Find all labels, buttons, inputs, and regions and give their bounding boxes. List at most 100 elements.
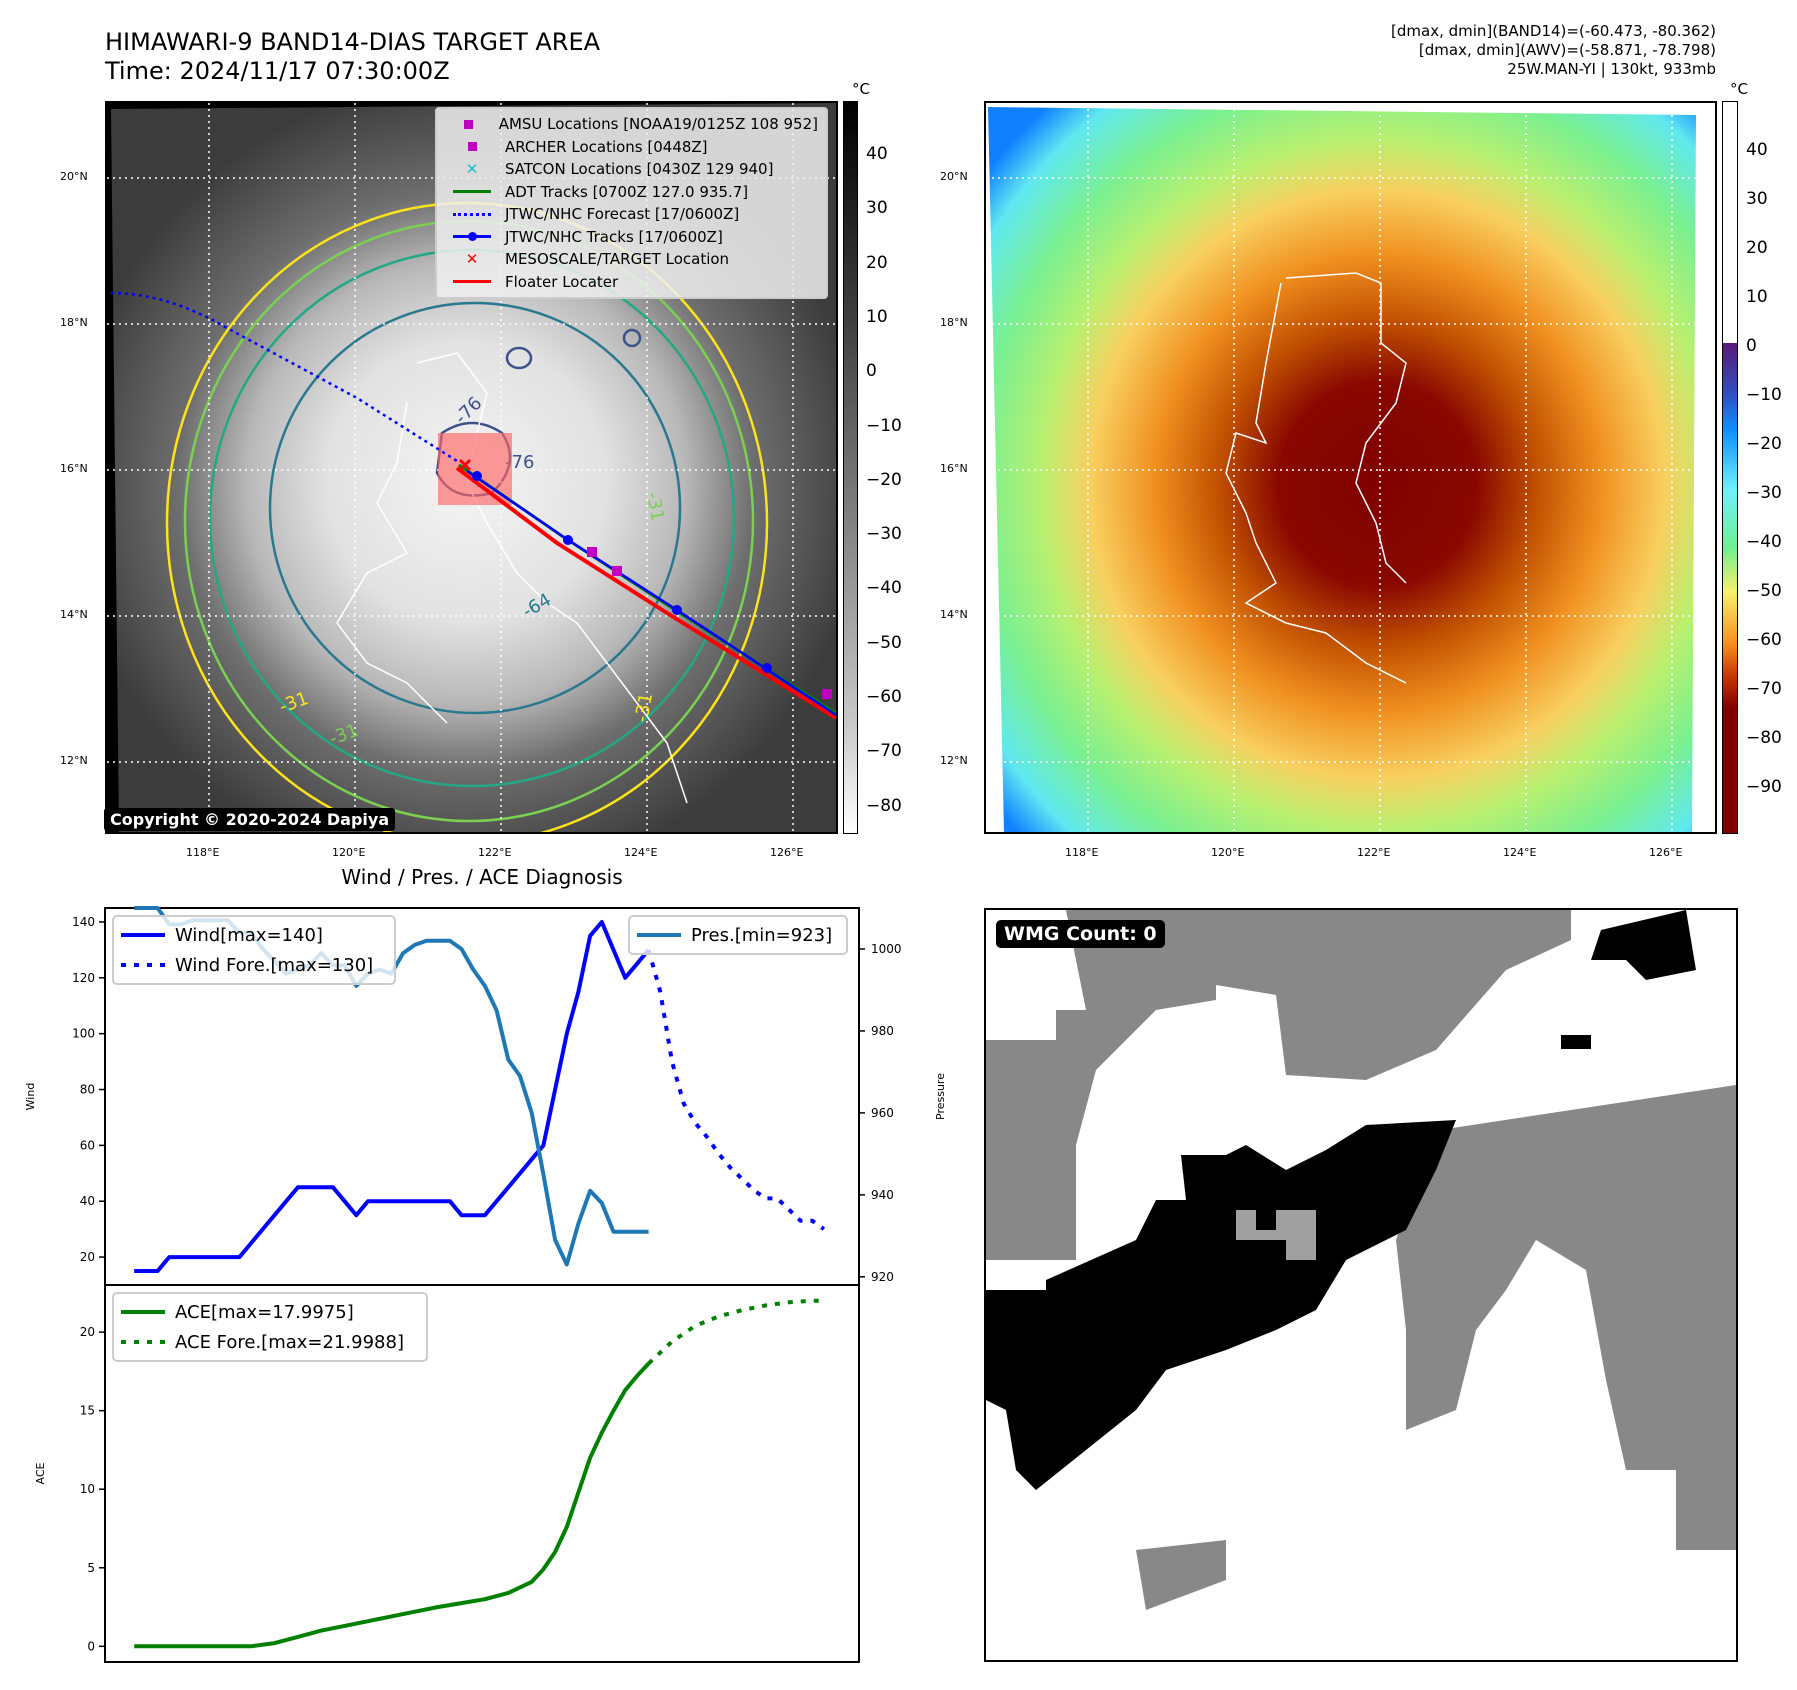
lon-label: 122°E [478,846,512,859]
lon-label: 126°E [770,846,804,859]
wmg-light-region [1236,1210,1316,1260]
awv-colorbar [1722,101,1738,834]
colorbar-tick-label: 20 [866,252,888,273]
y-tick-label: 20 [80,1325,95,1339]
series-line-ace [134,1362,651,1649]
legend-label: ACE Fore.[max=21.9988] [175,1332,404,1353]
lat-label: 16°N [60,462,88,475]
grayscale-colorbar [843,101,858,834]
colorbar-tick-label: −90 [1746,777,1782,797]
y-right-tick-label: 920 [871,1270,894,1284]
colorbar-tick-label: 0 [866,361,877,382]
colorbar-tick-label: −50 [1746,581,1782,601]
colorbar-tick-label: −10 [866,415,902,436]
copyright-label: Copyright © 2020-2024 Dapiya [104,808,396,831]
colorbar-tick-label: 40 [866,144,888,164]
colorbar-tick-label: −30 [866,524,902,545]
colorbar-tick-label: −70 [866,741,902,762]
colorbar-tick-label: −20 [1746,434,1782,454]
contour-label: -31 [631,691,657,724]
legend-label: ACE[max=17.9975] [175,1302,354,1323]
legend-item-amsu: AMSU Locations [NOAA19/0125Z 108 952] [445,113,818,136]
awv-map-panel[interactable] [984,101,1717,834]
legend-item-adt: ADT Tracks [0700Z 127.0 935.7] [445,181,818,204]
legend-item-satcon: ✕ SATCON Locations [0430Z 129 940] [465,160,774,179]
legend-item-jtwc-tracks: JTWC/NHC Tracks [17/0600Z] [445,226,818,249]
y-tick-label: 15 [80,1404,95,1418]
contour-label: -76 [505,452,534,473]
y-tick-label: 100 [72,1027,95,1041]
wmg-panel[interactable] [984,908,1738,1662]
info-line-storm: 25W.MAN-YI | 130kt, 933mb [1507,60,1716,78]
colorbar-tick-label: −40 [1746,532,1782,552]
y-tick-label: 120 [72,971,95,985]
lon-label: 118°E [1065,846,1099,859]
y-right-tick-label: 960 [871,1106,894,1120]
target-location-marker [458,458,472,472]
lat-label: 18°N [940,316,968,329]
floater-track [455,466,836,720]
chart-legend [112,1292,428,1362]
jtwc-track-points [472,471,772,673]
colorbar-tick-label: −60 [866,687,902,707]
colorbar-tick-label: 30 [1746,189,1768,209]
info-block: [dmax, dmin](BAND14)=(-60.473, -80.362) … [1391,22,1716,79]
graticule [986,103,1715,832]
y-right-tick-label: 1000 [871,942,902,956]
legend-item-floater: Floater Locater [445,271,818,294]
lat-label: 12°N [60,754,88,767]
legend-item-jtwc-forecast: JTWC/NHC Forecast [17/0600Z] [445,203,818,226]
figure-time: Time: 2024/11/17 07:30:00Z [105,57,450,85]
lon-label: 124°E [624,846,658,859]
legend-item-mesoscale: ✕ MESOSCALE/TARGET Location [465,250,730,269]
colorbar-tick-label: −30 [1746,483,1782,503]
colorbar-tick-label: −10 [1746,385,1782,405]
lat-label: 20°N [60,170,88,183]
lon-label: 126°E [1649,846,1683,859]
jtwc-track [466,469,836,717]
lon-label: 124°E [1503,846,1537,859]
y-tick-label: 60 [80,1138,95,1152]
lon-label: 122°E [1357,846,1391,859]
legend-label: Wind Fore.[max=130] [175,955,373,976]
figure-title: HIMAWARI-9 BAND14-DIAS TARGET AREA [105,28,601,56]
colorbar-tick-label: 40 [1746,140,1768,160]
colorbar-unit: °C [852,80,870,98]
lat-label: 14°N [940,608,968,621]
contour-label: -31 [642,490,668,523]
lon-label: 118°E [186,846,220,859]
colorbar-tick-label: −80 [1746,728,1782,748]
map-legend: AMSU Locations [NOAA19/0125Z 108 952] AR… [435,107,828,299]
lon-label: 120°E [1211,846,1245,859]
info-line-awv: [dmax, dmin](AWV)=(-58.871, -78.798) [1418,41,1716,59]
wmg-gray-regions [986,910,1736,1610]
y-right-tick-label: 980 [871,1024,894,1038]
lon-label: 120°E [332,846,366,859]
y-tick-label: 140 [72,915,95,929]
wmg-count-label: WMG Count: 0 [996,920,1165,948]
colorbar-tick-label: 30 [866,198,888,219]
legend-label: Pres.[min=923] [691,925,832,946]
wmg-image [986,910,1736,1610]
lat-label: 20°N [940,170,968,183]
lat-label: 18°N [60,316,88,329]
lat-label: 14°N [60,608,88,621]
y-tick-label: 80 [80,1083,95,1097]
series-line-wind-fore- [646,949,826,1231]
lat-label: 16°N [940,462,968,475]
series-line-wind [134,920,651,1273]
chart-title: Wind / Pres. / ACE Diagnosis [341,865,623,889]
awv-map-image [986,103,1715,832]
y-tick-label: 20 [80,1250,95,1264]
series-line-ace-fore- [647,1298,824,1365]
ace-axes-frame [104,1284,860,1663]
chart-legend [112,915,396,985]
coastline [416,352,688,804]
colorbar-tick-label: 10 [866,306,888,327]
y-right-axis-label: Pressure [934,1073,947,1120]
legend-label: Wind[max=140] [175,925,323,946]
colorbar-tick-label: 20 [1746,238,1768,258]
colorbar-tick-label: 0 [1746,336,1757,356]
colorbar-tick-label: −60 [1746,630,1782,650]
